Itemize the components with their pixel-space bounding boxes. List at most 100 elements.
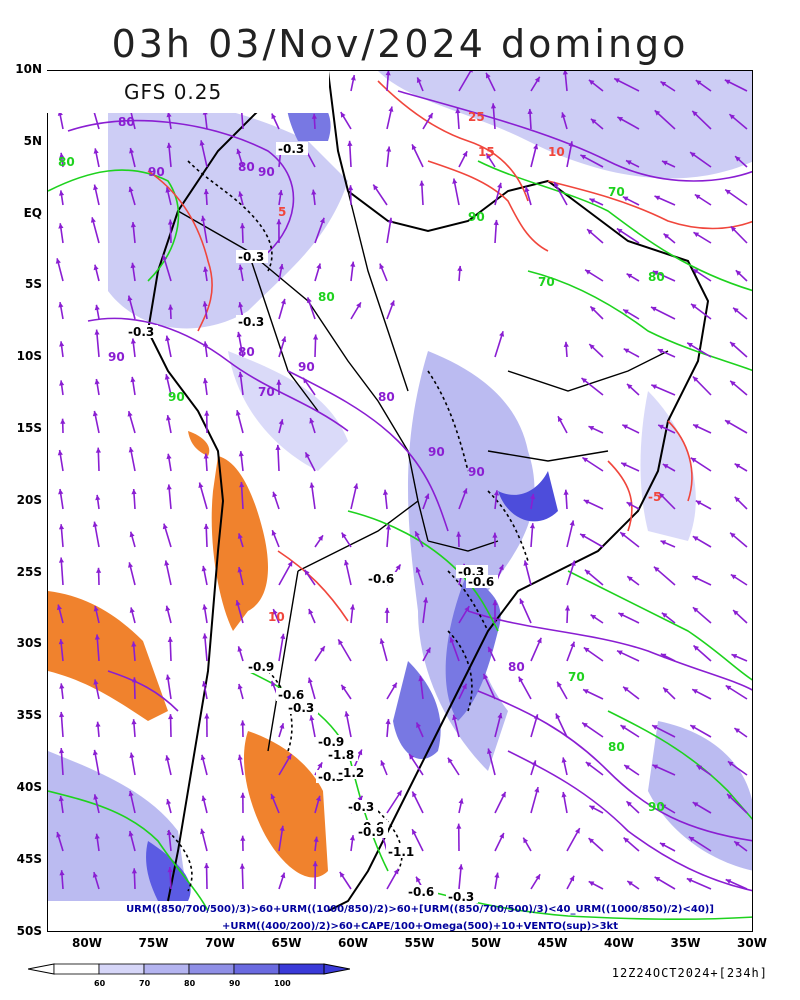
contour-label: 80: [378, 390, 395, 404]
lon-label: 40W: [604, 936, 634, 950]
wind-arrow-head: [130, 222, 136, 228]
wind-arrow-head: [523, 837, 529, 844]
wind-arrow-head: [691, 303, 697, 309]
wind-arrow-head: [425, 647, 431, 654]
colorbar-tick-label: 90: [229, 979, 241, 988]
wind-arrow-head: [307, 677, 313, 684]
wind-arrow-head: [692, 269, 699, 274]
wind-arrow-head: [393, 868, 399, 875]
wind-arrow-head: [344, 711, 350, 717]
wind-arrow-head: [583, 689, 589, 694]
wind-arrow-head: [130, 376, 136, 383]
lon-label: 65W: [271, 936, 302, 950]
contour-label: 90: [298, 360, 315, 374]
lon-label: 30W: [737, 936, 767, 950]
wind-arrow-head: [527, 108, 533, 114]
wind-arrow-head: [617, 650, 623, 656]
wind-arrow-head: [395, 564, 401, 570]
wind-arrow-head: [458, 864, 464, 870]
wind-arrow-head: [385, 524, 391, 530]
wind-arrow-head: [558, 416, 563, 422]
wind-arrow-head: [427, 113, 433, 119]
wind-arrow-head: [387, 217, 393, 224]
wind-arrow-head: [200, 754, 206, 761]
label-background: [346, 800, 378, 813]
wind-arrow-head: [389, 300, 395, 307]
wind-arrow-head: [569, 520, 575, 526]
wind-arrow-head: [202, 633, 208, 639]
wind-arrow-head: [59, 711, 65, 718]
wind-arrow-head: [531, 760, 537, 766]
wind-arrow-head: [663, 687, 669, 693]
wind-arrow-head: [622, 424, 628, 430]
wind-arrow-head: [487, 748, 492, 754]
cape-shading: [48, 431, 328, 878]
contour-label: -0.3: [448, 890, 474, 904]
wind-arrow-head: [449, 637, 455, 643]
wind-arrow-head: [730, 574, 737, 580]
wind-arrow-head: [130, 338, 136, 344]
wind-arrow-head: [693, 424, 699, 429]
wind-arrow-head: [379, 638, 385, 644]
lon-label: 45W: [537, 936, 568, 950]
wind-arrow-head: [164, 374, 170, 380]
label-background: [466, 575, 498, 588]
wind-arrow-head: [623, 837, 630, 843]
wind-arrow-head: [589, 805, 595, 811]
wind-arrow-head: [166, 111, 172, 118]
colorbar-ticks: 60 70 80 90 100: [94, 979, 291, 988]
wind-arrow-head: [724, 79, 731, 85]
wind-arrow-head: [488, 646, 493, 653]
wind-arrow-head: [725, 879, 732, 884]
wind-arrow-head: [534, 76, 540, 83]
wind-arrow-head: [518, 676, 524, 683]
wind-arrow-head: [415, 531, 420, 537]
colorbar-tick-label: 70: [139, 979, 151, 988]
wind-arrow-head: [416, 876, 421, 883]
wind-arrow-head: [582, 457, 588, 463]
wind-arrow-head: [686, 878, 693, 883]
wind-arrow-head: [569, 875, 575, 882]
wind-arrow-head: [492, 532, 498, 538]
wind-arrow-head: [690, 725, 696, 730]
wind-arrow-head: [316, 263, 322, 269]
wind-arrow-head: [59, 190, 65, 196]
wind-arrow-head: [130, 262, 136, 269]
wind-arrow-head: [58, 223, 64, 229]
contour-label: -0.9: [358, 825, 384, 839]
label-background: [456, 565, 488, 578]
wind-arrow-head: [385, 71, 391, 76]
legend-note-line-1: URM((850/700/500)/3)>60+URM((1000/850)/2…: [126, 904, 714, 915]
wind-arrow-head: [278, 419, 284, 425]
wind-arrow-head: [729, 114, 735, 120]
label-background: [386, 845, 418, 858]
wind-arrow-head: [237, 683, 243, 690]
wind-arrow-head: [357, 749, 363, 756]
wind-arrow-head: [692, 689, 698, 694]
label-background: [366, 572, 398, 585]
wind-arrow-head: [575, 828, 580, 834]
wind-arrow-head: [94, 304, 100, 311]
wind-arrow-head: [452, 714, 458, 721]
wind-arrow-head: [166, 799, 172, 805]
wind-arrow-head: [563, 341, 569, 347]
wind-arrow-head: [693, 645, 699, 651]
wind-arrow-head: [734, 496, 740, 503]
wind-arrow-head: [419, 180, 425, 186]
contour-label: -0.9: [318, 735, 344, 749]
wind-arrow-head: [239, 863, 245, 869]
wind-arrow-head: [92, 521, 98, 527]
wind-arrow-head: [166, 142, 172, 148]
wind-arrow-head: [165, 187, 171, 193]
wind-arrow-head: [564, 605, 571, 611]
wind-arrow-head: [128, 790, 134, 797]
wind-arrow-head: [497, 713, 503, 719]
wind-arrow-head: [168, 304, 174, 310]
wind-arrow-head: [309, 418, 315, 424]
wind-arrow-head: [198, 482, 204, 488]
lat-label: 20S: [16, 492, 42, 507]
wind-arrow-head: [339, 871, 345, 878]
wind-arrow-head: [695, 80, 702, 86]
wind-arrow-head: [56, 604, 62, 611]
wind-arrow-head: [456, 531, 462, 537]
